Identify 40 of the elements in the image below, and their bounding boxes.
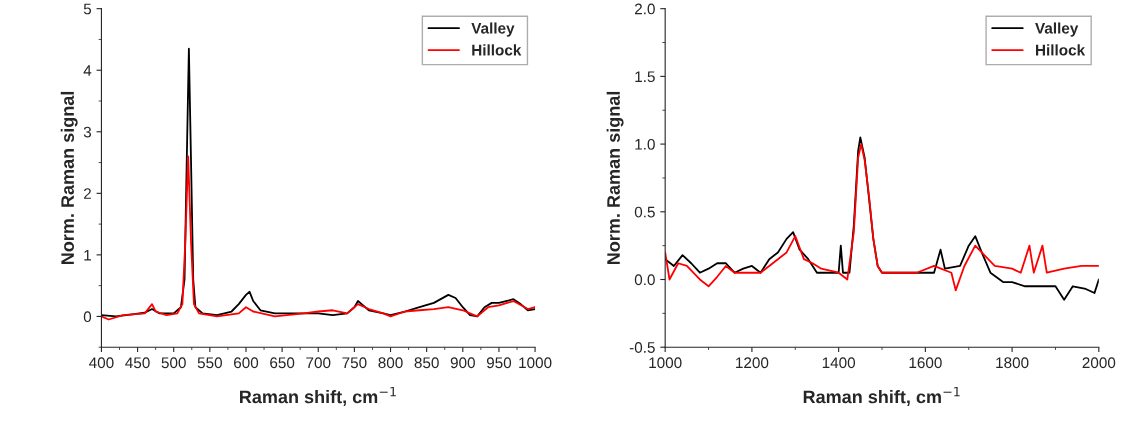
x-tick-label: 600 <box>234 357 259 369</box>
x-tick-label: 1200 <box>736 357 769 369</box>
legend-label: Hillock <box>472 44 522 56</box>
x-tick-label: 900 <box>450 357 475 369</box>
x-tick-label: 2000 <box>1082 357 1116 369</box>
x-tick-label: 450 <box>125 357 150 369</box>
x-tick-label: 950 <box>486 357 512 369</box>
x-tick-label: 500 <box>161 357 186 369</box>
legend-label: Valley <box>471 22 515 37</box>
y-tick-label: 0.0 <box>634 274 655 286</box>
x-axis-title: Raman shift, cm$^{−1}$ <box>240 386 396 406</box>
x-tick-label: 1600 <box>909 357 942 369</box>
y-axis-title: Norm. Raman signal <box>60 91 78 265</box>
y-tick-label: 2.0 <box>634 3 655 15</box>
legend-label: Hillock <box>1036 44 1086 56</box>
line-series <box>101 155 536 321</box>
y-tick-label: 1.0 <box>635 138 655 150</box>
x-tick-label: 650 <box>270 357 295 369</box>
y-axis-title: Norm. Raman signal <box>606 91 624 265</box>
y-tick-label: -0.5 <box>629 342 655 353</box>
x-tick-label: 1000 <box>519 357 552 369</box>
x-tick-label: 400 <box>89 357 114 369</box>
y-tick-label: 3 <box>83 126 92 138</box>
x-tick-label: 1000 <box>649 357 682 369</box>
y-tick-label: 2 <box>83 188 91 199</box>
x-tick-label: 700 <box>306 357 331 369</box>
y-tick-label: 1 <box>84 249 91 261</box>
x-tick-label: 850 <box>414 357 439 369</box>
legend-label: Valley <box>1035 22 1079 37</box>
x-tick-label: 1400 <box>822 357 856 369</box>
y-tick-label: 0 <box>83 311 92 323</box>
y-tick-label: 5 <box>83 3 92 15</box>
x-tick-label: 750 <box>342 357 367 369</box>
y-tick-label: 4 <box>83 65 92 76</box>
x-tick-label: 800 <box>378 357 403 369</box>
x-axis-title: Raman shift, cm$^{−1}$ <box>803 386 960 406</box>
x-tick-label: 550 <box>197 357 222 369</box>
y-tick-label: 0.5 <box>634 206 655 218</box>
x-tick-label: 1800 <box>996 357 1029 369</box>
y-tick-label: 1.5 <box>635 71 655 83</box>
